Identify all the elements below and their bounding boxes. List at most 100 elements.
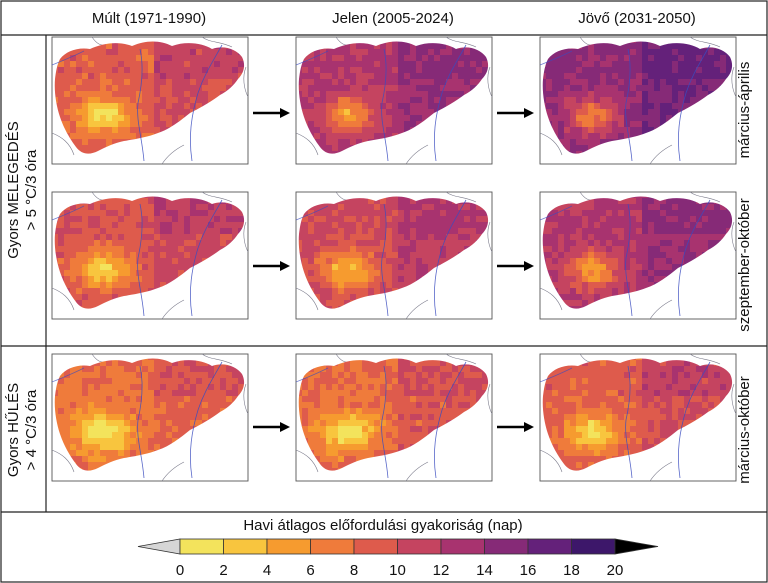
grid-cell: [314, 204, 320, 210]
grid-cell: [416, 228, 422, 234]
grid-cell: [332, 282, 338, 288]
grid-cell: [142, 282, 148, 288]
grid-cell: [564, 55, 570, 61]
grid-cell: [612, 276, 618, 282]
grid-cell: [392, 91, 398, 97]
grid-cell: [118, 450, 124, 456]
grid-cell: [458, 228, 464, 234]
grid-cell: [476, 49, 482, 55]
grid-cell: [118, 408, 124, 414]
grid-cell: [190, 91, 196, 97]
grid-cell: [154, 378, 160, 384]
grid-cell: [130, 198, 136, 204]
grid-cell: [320, 67, 326, 73]
grid-cell: [570, 49, 576, 55]
grid-cell: [666, 270, 672, 276]
grid-cell: [558, 294, 564, 300]
grid-cell: [422, 73, 428, 79]
grid-cell: [226, 73, 232, 79]
grid-cell: [232, 384, 238, 390]
grid-cell: [416, 204, 422, 210]
grid-cell: [542, 246, 546, 252]
grid-cell: [600, 49, 606, 55]
grid-cell: [154, 402, 160, 408]
grid-cell: [630, 91, 636, 97]
grid-cell: [202, 246, 208, 252]
column-header-present: Jelen (2005-2024): [332, 10, 454, 27]
grid-cell: [380, 115, 386, 121]
grid-cell: [160, 210, 166, 216]
grid-cell: [76, 252, 82, 258]
grid-cell: [452, 246, 458, 252]
grid-cell: [404, 79, 410, 85]
grid-cell: [428, 55, 434, 61]
grid-cell: [380, 258, 386, 264]
grid-cell: [82, 139, 88, 145]
grid-cell: [76, 450, 82, 456]
grid-cell: [350, 85, 356, 91]
grid-cell: [362, 85, 368, 91]
grid-cell: [160, 420, 166, 426]
grid-cell: [552, 73, 558, 79]
grid-cell: [142, 378, 148, 384]
grid-cell: [654, 246, 660, 252]
grid-cell: [106, 420, 112, 426]
grid-cell: [94, 378, 100, 384]
grid-cell: [88, 222, 94, 228]
grid-cell: [726, 222, 732, 228]
grid-cell: [190, 97, 196, 103]
grid-cell: [374, 115, 380, 121]
grid-cell: [708, 216, 714, 222]
grid-cell: [392, 240, 398, 246]
grid-cell: [302, 115, 308, 121]
grid-cell: [576, 204, 582, 210]
grid-cell: [100, 408, 106, 414]
grid-cell: [570, 127, 576, 133]
grid-cell: [160, 49, 166, 55]
grid-cell: [600, 115, 606, 121]
grid-cell: [106, 222, 112, 228]
grid-cell: [588, 109, 594, 115]
grid-cell: [142, 264, 148, 270]
grid-cell: [196, 234, 202, 240]
grid-cell: [298, 97, 302, 103]
grid-cell: [564, 252, 570, 258]
grid-cell: [600, 97, 606, 103]
grid-cell: [314, 139, 320, 145]
grid-cell: [184, 103, 190, 109]
grid-cell: [588, 210, 594, 216]
grid-cell: [94, 408, 100, 414]
grid-cell: [124, 61, 130, 67]
grid-cell: [386, 91, 392, 97]
grid-cell: [88, 228, 94, 234]
grid-cell: [594, 222, 600, 228]
grid-cell: [190, 228, 196, 234]
grid-cell: [636, 252, 642, 258]
grid-cell: [678, 91, 684, 97]
grid-cell: [226, 85, 232, 91]
grid-cell: [624, 73, 630, 79]
grid-cell: [552, 222, 558, 228]
grid-cell: [338, 240, 344, 246]
grid-cell: [362, 109, 368, 115]
grid-cell: [154, 85, 160, 91]
river-west: [539, 205, 573, 221]
grid-cell: [178, 396, 184, 402]
grid-cell: [202, 55, 208, 61]
grid-cell: [88, 276, 94, 282]
grid-cell: [64, 55, 70, 61]
grid-cell: [452, 222, 458, 228]
grid-cell: [94, 55, 100, 61]
grid-cell: [136, 384, 142, 390]
grid-cell: [618, 270, 624, 276]
grid-cell: [446, 204, 452, 210]
grid-cell: [576, 282, 582, 288]
grid-cell: [404, 198, 410, 204]
grid-cell: [148, 73, 154, 79]
grid-cell: [398, 246, 404, 252]
grid-cell: [612, 133, 618, 139]
grid-cell: [624, 127, 630, 133]
grid-cell: [392, 196, 398, 198]
grid-cell: [564, 121, 570, 127]
grid-cell: [88, 246, 94, 252]
